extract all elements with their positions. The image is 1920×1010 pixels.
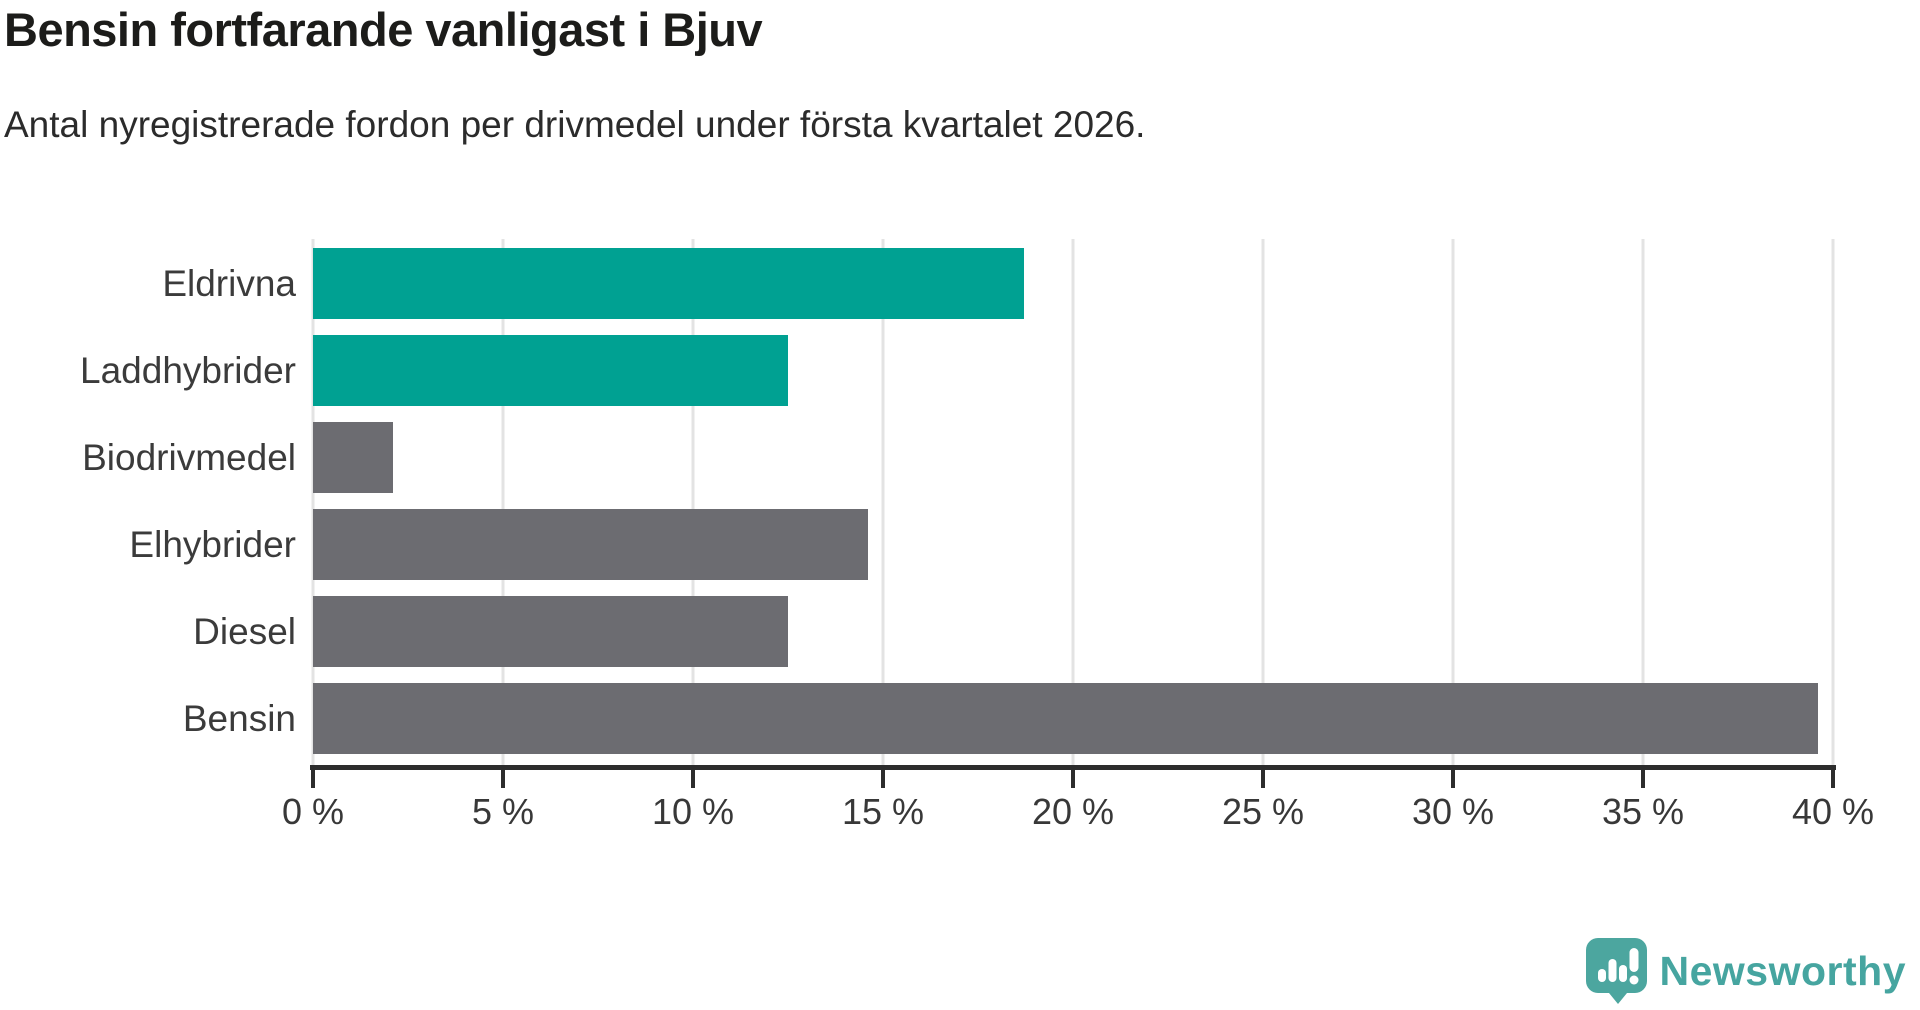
tick-mark-35 bbox=[1641, 770, 1645, 788]
newsworthy-logo-text: Newsworthy bbox=[1659, 947, 1906, 994]
tick-mark-25 bbox=[1261, 770, 1265, 788]
tick-label-25: 25 % bbox=[1221, 791, 1305, 832]
tick-mark-30 bbox=[1451, 770, 1455, 788]
bar-laddhybrider bbox=[313, 335, 788, 406]
bar-row-elhybrider: Elhybrider bbox=[129, 509, 1833, 580]
category-label-diesel: Diesel bbox=[193, 611, 296, 652]
newsworthy-logo: Newsworthy bbox=[1585, 938, 1907, 1004]
gridline-10 bbox=[691, 239, 695, 765]
category-label-biodrivmedel: Biodrivmedel bbox=[82, 437, 296, 478]
bar-row-diesel: Diesel bbox=[193, 596, 1833, 667]
tick-label-30: 30 % bbox=[1411, 791, 1495, 832]
tick-label-10: 10 % bbox=[651, 791, 735, 832]
x-axis-line bbox=[310, 765, 1836, 770]
bar-row-biodrivmedel: Biodrivmedel bbox=[82, 422, 1833, 493]
tick-label-15: 15 % bbox=[841, 791, 925, 832]
gridline-5 bbox=[501, 239, 505, 765]
tick-label-5: 5 % bbox=[471, 791, 535, 832]
category-label-bensin: Bensin bbox=[182, 698, 296, 739]
tick-label-0: 0 % bbox=[281, 791, 345, 832]
plot-area: Eldrivna Laddhybrider Biodrivmedel Elhybrid… bbox=[80, 239, 1874, 832]
gridline-20 bbox=[1071, 239, 1075, 765]
gridline-15 bbox=[881, 239, 885, 765]
category-label-laddhybrider: Laddhybrider bbox=[80, 350, 296, 391]
tick-mark-5 bbox=[501, 770, 505, 788]
gridline-0 bbox=[311, 239, 315, 765]
tick-mark-0 bbox=[311, 770, 315, 788]
tick-label-40: 40 % bbox=[1791, 791, 1875, 832]
bar-row-laddhybrider: Laddhybrider bbox=[80, 335, 1833, 406]
bar-diesel bbox=[313, 596, 788, 667]
gridline-35 bbox=[1641, 239, 1645, 765]
tick-mark-10 bbox=[691, 770, 695, 788]
gridline-30 bbox=[1451, 239, 1455, 765]
tick-mark-40 bbox=[1831, 770, 1835, 788]
category-label-elhybrider: Elhybrider bbox=[129, 524, 296, 565]
tick-mark-20 bbox=[1071, 770, 1075, 788]
gridline-40 bbox=[1831, 239, 1835, 765]
tick-label-20: 20 % bbox=[1031, 791, 1115, 832]
tick-label-35: 35 % bbox=[1601, 791, 1685, 832]
category-label-eldrivna: Eldrivna bbox=[162, 263, 296, 304]
bar-eldrivna bbox=[313, 248, 1024, 319]
bar-row-eldrivna: Eldrivna bbox=[162, 248, 1833, 319]
tick-mark-15 bbox=[881, 770, 885, 788]
chart-title: Bensin fortfarande vanligast i Bjuv bbox=[4, 3, 763, 56]
chart-subtitle: Antal nyregistrerade fordon per drivmede… bbox=[4, 104, 1146, 145]
gridline-25 bbox=[1261, 239, 1265, 765]
bar-row-bensin: Bensin bbox=[183, 683, 1833, 754]
bar-bensin bbox=[313, 683, 1818, 754]
bar-elhybrider bbox=[313, 509, 868, 580]
newsworthy-logo-icon bbox=[1585, 938, 1647, 1004]
bar-biodrivmedel bbox=[313, 422, 393, 493]
